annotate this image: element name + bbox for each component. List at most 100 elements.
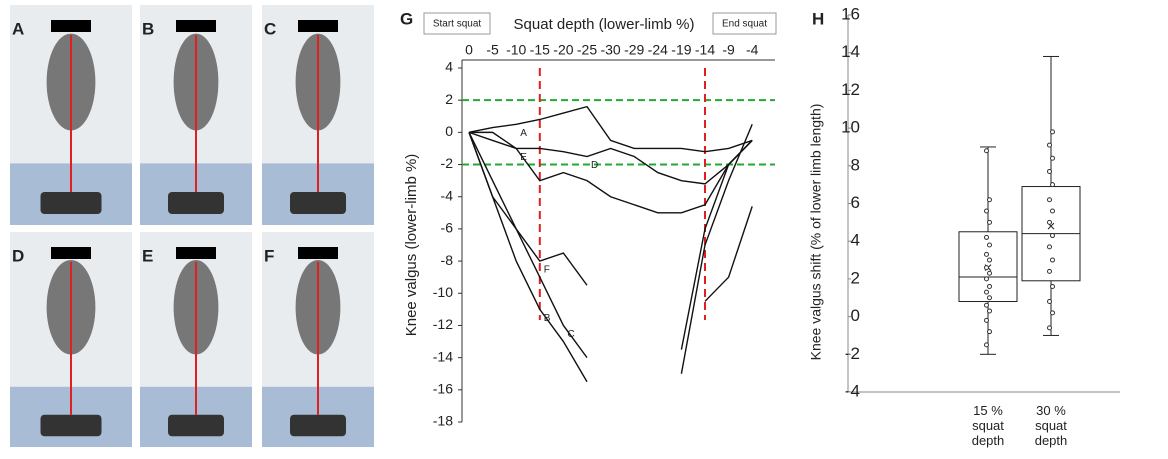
data-point [1051,209,1055,213]
data-point [988,330,992,334]
data-point [1051,130,1055,134]
panel-label: E [142,246,153,265]
panel-label: B [142,19,154,38]
panel-label: C [264,19,276,38]
panel-label: D [12,246,24,265]
y-tick-label: 2 [445,91,453,107]
data-point [988,258,992,262]
series-label: D [591,160,598,171]
data-point [1051,284,1055,288]
x-tick-label: -5 [486,42,499,58]
censor-bar [298,247,338,259]
x-tick-label: 0 [465,42,473,58]
data-point [988,243,992,247]
y-tick-label: -4 [845,381,860,400]
y-tick-label: 12 [841,80,860,99]
y-tick-label: 4 [851,231,860,250]
censor-bar [176,20,216,32]
series-label: B [544,313,551,324]
balance-board [290,192,346,214]
data-point [1048,220,1052,224]
button-label: End squat [722,19,767,30]
data-point [988,309,992,313]
series-label: F [544,265,550,276]
y-tick-label: 0 [851,306,860,325]
figure: Squat depth (lower-limb %) G H Knee valg… [0,0,1168,459]
y-tick-label: -2 [441,155,454,171]
data-point [985,252,989,256]
x-tick-label: -29 [624,42,644,58]
y-tick-label: -8 [441,252,454,268]
data-point [1048,143,1052,147]
y-tick-label: -12 [433,316,453,332]
x-tick-label: -20 [553,42,573,58]
x-tick-label: 30 % squat depth [1021,403,1081,448]
data-point [985,266,989,270]
series-label: A [520,128,527,139]
y-tick-label: -2 [845,344,860,363]
y-tick-label: -6 [441,220,454,236]
panel-label: A [12,19,24,38]
y-tick-label: -16 [433,381,453,397]
data-point [1048,269,1052,273]
panel-label: G [400,9,413,28]
series-label: E [520,152,527,163]
x-tick-label: -30 [600,42,620,58]
data-point [988,220,992,224]
y-tick-label: -10 [433,284,453,300]
x-tick-label: -24 [648,42,668,58]
y-tick-label: 10 [841,118,860,137]
y-tick-label: 2 [851,268,860,287]
data-point [988,198,992,202]
data-point [985,343,989,347]
balance-board [168,192,224,214]
data-point [1048,245,1052,249]
data-point [988,296,992,300]
y-tick-label: -18 [433,413,453,429]
chart: Squat depth (lower-limb %) G H Knee valg… [0,0,1168,459]
x-tick-label: -10 [506,42,526,58]
data-point [988,271,992,275]
y-tick-label: -4 [441,187,454,203]
data-point [985,149,989,153]
y-tick-label: 4 [445,59,453,75]
data-point [1051,258,1055,262]
series-label: C [567,329,574,340]
y-tick-label: 0 [445,123,453,139]
data-point [1051,156,1055,160]
chart-title: Squat depth (lower-limb %) [514,16,695,33]
censor-bar [298,20,338,32]
data-point [985,235,989,239]
balance-board [290,415,346,437]
data-point [1048,169,1052,173]
y-axis-label: Knee valgus shift (% of lower limb lengt… [808,104,824,361]
balance-board [41,192,102,214]
data-point [1051,183,1055,187]
data-point [985,303,989,307]
data-point [1048,198,1052,202]
x-tick-label: -14 [695,42,715,58]
panel-label: H [812,9,824,28]
x-tick-label: -4 [746,42,759,58]
balance-board [168,415,224,437]
panel-label: F [264,246,274,265]
y-tick-label: 14 [841,42,860,61]
data-point [1048,300,1052,304]
y-tick-label: 6 [851,193,860,212]
data-point [985,318,989,322]
x-tick-label: -9 [722,42,735,58]
data-point [988,284,992,288]
data-point [1051,234,1055,238]
balance-board [41,415,102,437]
series-line [469,132,752,212]
censor-bar [51,247,91,259]
y-tick-label: 8 [851,155,860,174]
censor-bar [51,20,91,32]
data-point [1048,326,1052,330]
x-tick-label: -15 [530,42,550,58]
y-axis-label: Knee valgus (lower-limb %) [403,154,420,337]
x-tick-label: -19 [671,42,691,58]
x-tick-label: 15 % squat depth [958,403,1018,448]
y-tick-label: -14 [433,348,453,364]
data-point [1051,311,1055,315]
